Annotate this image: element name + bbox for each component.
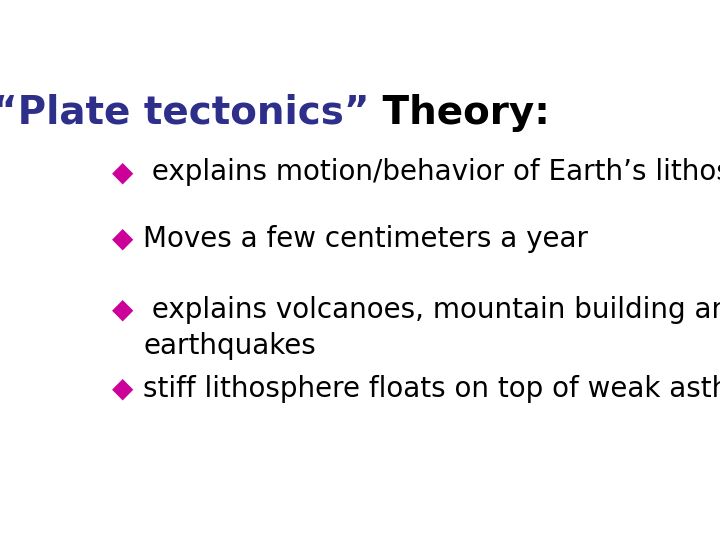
Text: explains volcanoes, mountain building and
earthquakes: explains volcanoes, mountain building an… <box>143 295 720 360</box>
Text: ◆: ◆ <box>112 375 134 403</box>
Text: explains motion/behavior of Earth’s lithosphere: explains motion/behavior of Earth’s lith… <box>143 158 720 186</box>
Text: Moves a few centimeters a year: Moves a few centimeters a year <box>143 225 588 253</box>
Text: ◆: ◆ <box>112 295 134 323</box>
Text: “Plate tectonics”: “Plate tectonics” <box>0 94 369 132</box>
Text: ◆: ◆ <box>112 158 134 186</box>
Text: ◆: ◆ <box>112 225 134 253</box>
Text: Theory:: Theory: <box>369 94 550 132</box>
Text: stiff lithosphere floats on top of weak asthenosphere: stiff lithosphere floats on top of weak … <box>143 375 720 403</box>
